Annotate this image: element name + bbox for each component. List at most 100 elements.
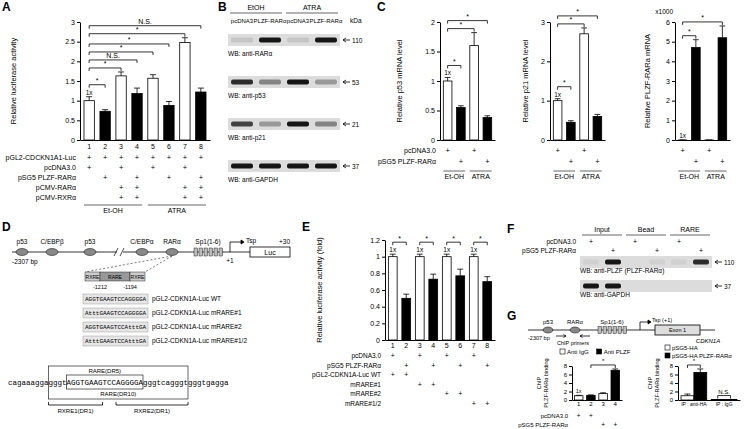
element-box xyxy=(67,375,144,389)
construct-bar xyxy=(83,322,148,332)
bar xyxy=(483,282,492,340)
tick-mark xyxy=(569,400,572,401)
binding-site xyxy=(166,249,178,256)
bar xyxy=(84,101,94,140)
tick-mark xyxy=(382,290,385,291)
condition-mark: + xyxy=(167,173,172,182)
condition-label: pcDNA3.0 xyxy=(404,147,436,155)
bar xyxy=(567,122,576,140)
blot-caption: WB: anti-PLZF (PLZF-RARα) xyxy=(580,267,664,275)
construct-name: pGL2-CDKN1A-Luc mRARE#1/2 xyxy=(152,337,247,345)
significance-label: * xyxy=(128,36,131,43)
significance-bracket xyxy=(591,365,615,368)
tick-mark xyxy=(382,257,385,258)
tick-mark xyxy=(672,22,675,23)
construct-sequence: AtttGAAGTCCAGGGGA xyxy=(85,310,147,317)
bars xyxy=(553,28,601,140)
condition-mark: + xyxy=(431,381,435,388)
y-axis-line xyxy=(385,241,386,341)
condition-mark: + xyxy=(485,362,489,369)
tick-mark xyxy=(672,101,675,102)
element-label: C/EBPα xyxy=(130,238,154,245)
significance-label: * xyxy=(570,16,573,23)
error-bar xyxy=(600,392,606,394)
bar-chart: 0246812341x*pcDNA3.0++pSG5 PLZF-RARα++An… xyxy=(507,309,631,428)
condition-mark: + xyxy=(167,153,172,162)
error-bar xyxy=(568,121,574,123)
y-tick: 0 xyxy=(666,137,675,144)
significance-label: * xyxy=(460,21,463,28)
condition-mark: + xyxy=(472,146,477,155)
group-line xyxy=(230,13,282,14)
y-axis-line xyxy=(550,23,551,141)
group-line xyxy=(678,171,700,172)
x-tick: 4 xyxy=(135,143,139,150)
position-label: -1212 xyxy=(93,284,107,290)
category-label: 2 xyxy=(404,342,408,349)
x-tick: 4 xyxy=(614,401,618,407)
category-label: 1 xyxy=(391,342,395,349)
y-tick: 1 xyxy=(431,78,440,85)
category-label: 6 xyxy=(458,342,462,349)
y-tick: 1 xyxy=(541,97,550,104)
category-label: 8 xyxy=(485,342,489,349)
labels: 1x**N.S.***N.S. xyxy=(86,18,201,96)
tick-label: 8 xyxy=(670,363,674,369)
data-label: 1x xyxy=(444,69,452,76)
bar xyxy=(457,108,466,140)
element-label: Sp1(1-6) xyxy=(195,238,220,246)
bar-chart: 00.20.40.60.811.2123456781x1x1x1x****pcD… xyxy=(302,220,496,407)
condition-mark: + xyxy=(199,173,204,182)
error-bar xyxy=(684,394,690,396)
significance-label: * xyxy=(693,358,696,364)
category-label: 3 xyxy=(119,143,123,150)
y-tick: 2 xyxy=(431,19,440,26)
sp1-site xyxy=(194,248,198,256)
band xyxy=(287,80,309,85)
data-label: 1x xyxy=(86,89,94,96)
significance-label: * xyxy=(452,235,455,242)
tick-mark xyxy=(547,61,550,62)
bars xyxy=(388,254,491,340)
category-label: 2 xyxy=(103,143,107,150)
condition-mark: + xyxy=(699,247,703,254)
tick-label: 0 xyxy=(71,137,75,144)
y-axis-line xyxy=(572,367,573,401)
significance-bracket xyxy=(558,16,598,19)
condition-mark: + xyxy=(589,238,593,245)
data-label: 1x xyxy=(389,246,397,253)
x-axis xyxy=(676,140,731,141)
category-label: 5 xyxy=(151,143,155,150)
condition-mark: + xyxy=(555,146,560,155)
condition-mark: + xyxy=(199,193,204,202)
tick-label: 0 xyxy=(376,337,380,344)
unit-label: kDa xyxy=(350,17,362,24)
tick-label: 1.5 xyxy=(425,48,435,55)
significance-label: * xyxy=(688,28,691,35)
labels: 1x** xyxy=(679,14,722,139)
condition-label: pSG5 PLZF-RARα xyxy=(18,174,76,182)
promoter-diagram: Dp53C/EBPβp53C/EBPαRARαSp1(1-6)Tsp+1+30L… xyxy=(2,220,290,414)
error-bar xyxy=(706,139,712,140)
bars xyxy=(443,33,491,140)
significance-bracket xyxy=(683,22,723,25)
tick-label: 3 xyxy=(71,19,75,26)
tss-arrow xyxy=(230,242,241,252)
tick-label: 1 xyxy=(666,117,670,124)
condition-mark: + xyxy=(569,157,574,166)
significance-label: N.S. xyxy=(138,18,152,25)
condition-mark: + xyxy=(135,183,140,192)
category-label: 1 xyxy=(577,401,581,407)
bar xyxy=(587,395,596,400)
tick-label: 6 xyxy=(564,372,568,378)
y-axis-title: ChIP xyxy=(647,377,653,390)
y-tick: 2 xyxy=(541,58,550,65)
error-bar xyxy=(471,254,477,256)
condition-mark: + xyxy=(577,412,581,419)
y-tick: 1.5 xyxy=(65,78,80,85)
y-tick: 0 xyxy=(564,397,572,403)
error-bar xyxy=(166,101,172,105)
significance-label: * xyxy=(425,235,428,242)
tick-mark xyxy=(569,375,572,376)
error-bar xyxy=(471,33,477,46)
